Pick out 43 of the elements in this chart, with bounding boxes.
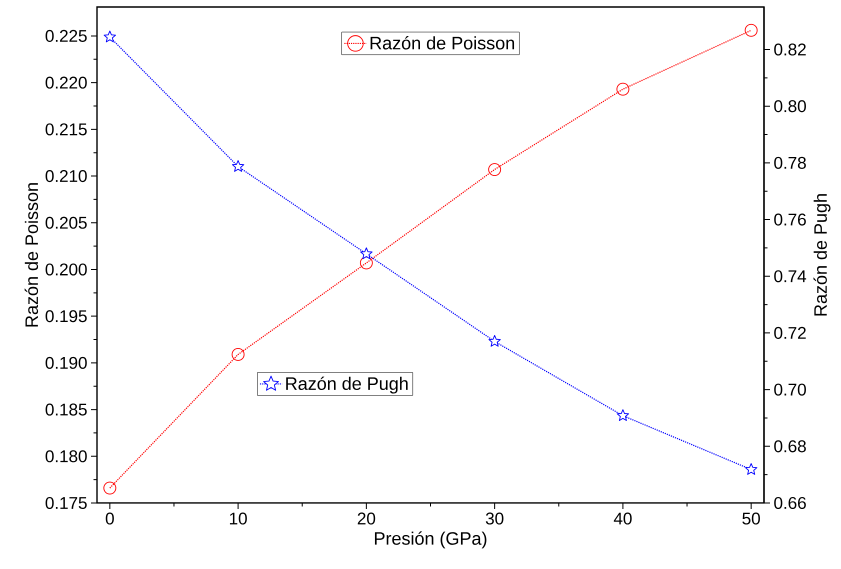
point <box>616 82 630 96</box>
x-tick-label: 10 <box>230 512 247 525</box>
x-tick-label: 0 <box>106 512 114 525</box>
y-tick-label: 0.200 <box>46 263 87 276</box>
point <box>103 482 116 494</box>
y2-tick-label: 0.80 <box>774 100 806 112</box>
point <box>488 163 502 176</box>
y-tick-label: 0.185 <box>46 404 87 416</box>
point <box>104 30 116 42</box>
x-axis-title: Presión (GPa) <box>374 531 486 548</box>
x-tick-label: 20 <box>358 512 376 525</box>
point <box>360 256 373 270</box>
y-tick-label: 0.190 <box>46 356 87 369</box>
y2-tick-label: 0.78 <box>774 156 806 169</box>
y-tick-label: 0.205 <box>46 216 87 229</box>
point <box>360 247 373 260</box>
point <box>488 334 501 347</box>
y-tick-label: 0.210 <box>46 170 87 182</box>
legend-label: Razón de Pugh <box>286 376 408 394</box>
y-tick-label: 0.195 <box>46 310 87 322</box>
y-tick-label: 0.180 <box>46 450 87 462</box>
point <box>616 409 630 421</box>
y2-tick-label: 0.74 <box>774 270 806 282</box>
point <box>745 463 758 475</box>
y2-tick-label: 0.68 <box>774 440 806 452</box>
y-tick-label: 0.215 <box>46 123 87 136</box>
y-tick-label: 0.175 <box>46 496 87 510</box>
point <box>744 24 758 37</box>
y2-axis-title: Razón de Pugh <box>813 194 830 316</box>
y-tick-label: 0.220 <box>46 76 87 89</box>
point <box>232 160 244 172</box>
x-tick-label: 40 <box>614 512 632 525</box>
y2-tick-label: 0.72 <box>774 326 806 339</box>
y-tick-label: 0.225 <box>46 30 87 42</box>
y2-tick-label: 0.82 <box>774 43 806 56</box>
legend-label: Razón de Poisson <box>370 36 514 50</box>
x-tick-label: 50 <box>742 512 760 525</box>
y2-tick-label: 0.76 <box>774 214 806 226</box>
y-axis-title: Razón de Poisson <box>24 183 38 327</box>
point <box>232 348 245 361</box>
y2-tick-label: 0.70 <box>774 384 806 396</box>
x-tick-label: 30 <box>486 512 504 525</box>
y2-tick-label: 0.66 <box>774 496 806 510</box>
